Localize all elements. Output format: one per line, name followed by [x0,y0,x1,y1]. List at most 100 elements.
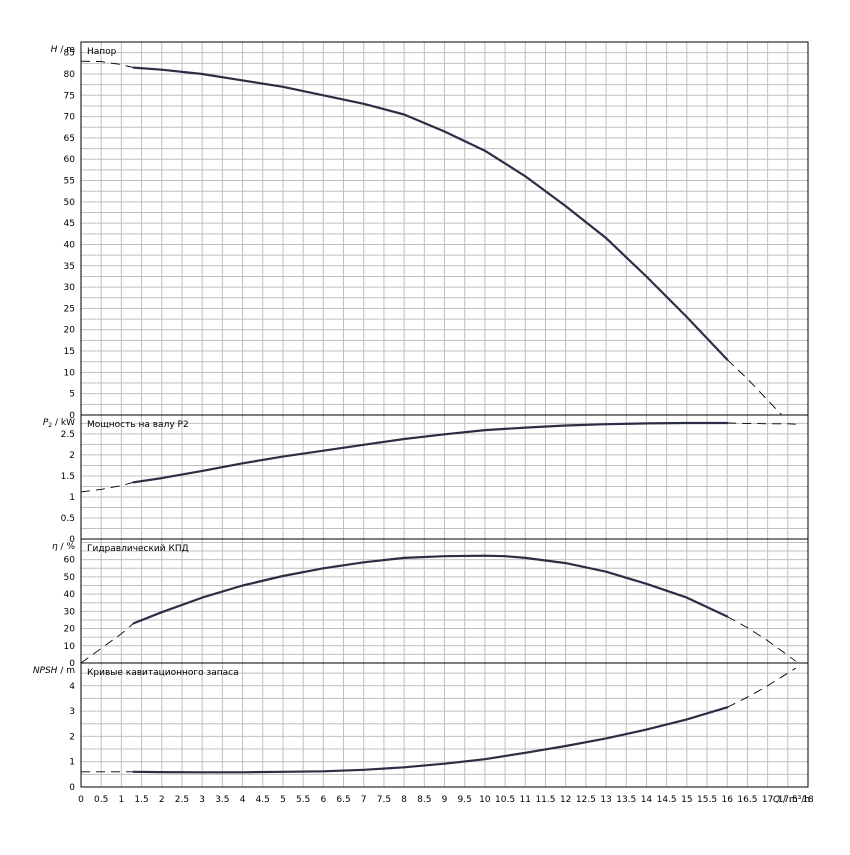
curve-extrapolated-1 [726,667,797,708]
x-tick-label: 3 [199,795,205,805]
x-tick-label: 8 [401,795,407,805]
y-axis-label: η / % [52,542,75,552]
y-axis-label: NPSH / m [33,666,75,676]
panel-title: Гидравлический КПД [87,544,189,554]
y-axis-unit: kW [61,418,75,428]
y-tick-label: 3 [69,707,75,717]
x-tick-label: 6 [320,795,326,805]
y-tick-label: 60 [64,155,76,165]
y-axis-subscript: 2 [48,422,52,429]
x-axis-sep: / [780,795,789,805]
y-tick-label: 50 [64,198,76,208]
x-tick-label: 11.5 [535,795,555,805]
x-tick-label: 15 [681,795,692,805]
y-tick-label: 10 [64,642,76,652]
curves [81,60,797,774]
x-tick-label: 16 [721,795,733,805]
x-tick-label: 0 [78,795,84,805]
y-tick-label: 2.5 [61,430,75,440]
y-tick-label: 80 [64,70,76,80]
x-tick-label: 4 [240,795,246,805]
y-tick-label: 2 [69,732,75,742]
y-axis-variable: H [51,45,58,55]
y-axis-sep: / [57,666,66,676]
curve-extrapolated-1 [726,359,783,415]
x-tick-label: 8.5 [417,795,431,805]
curve-operating-range [132,554,729,625]
x-tick-label: 0.5 [94,795,108,805]
y-tick-label: 35 [64,262,75,272]
x-tick-label: 7.5 [377,795,391,805]
x-tick-label: 10.5 [495,795,515,805]
x-tick-label: 2 [159,795,165,805]
x-tick-label: 3.5 [215,795,229,805]
x-axis-variable: Q [773,795,780,805]
y-axis-sep: / [58,542,67,552]
x-tick-label: 10 [479,795,491,805]
y-axis-variable: NPSH [33,666,58,676]
y-tick-label: 0 [69,535,75,545]
x-tick-label: 2.5 [175,795,189,805]
curve-extrapolated-0 [81,60,134,69]
x-tick-label: 7 [361,795,367,805]
y-tick-label: 0 [69,783,75,793]
grid-lines [81,42,808,787]
x-tick-label: 4.5 [256,795,270,805]
y-tick-label: 10 [64,368,76,378]
panel-frames [80,41,809,788]
curve-operating-range [132,706,729,774]
y-tick-label: 65 [64,134,75,144]
x-tick-label: 1.5 [134,795,148,805]
y-axis-sep: / [57,45,66,55]
y-tick-label: 75 [64,91,75,101]
curve-extrapolated-1 [727,422,796,425]
y-tick-label: 4 [69,682,75,692]
x-tick-label: 14 [641,795,653,805]
x-tick-label: 6.5 [336,795,350,805]
panel-frame [80,662,809,788]
y-axis-variable: P [43,418,49,428]
y-tick-label: 1.5 [61,472,75,482]
y-tick-label: 70 [64,113,76,123]
panel-3-curves [81,667,797,774]
x-tick-label: 13.5 [616,795,636,805]
y-tick-label: 20 [64,625,76,635]
panel-title: Напор [87,47,117,57]
curve-extrapolated-0 [81,623,134,663]
y-tick-label: 30 [64,283,76,293]
x-tick-label: 17.5 [778,795,798,805]
panel-2-curves [81,554,797,663]
x-tick-label: 9 [442,795,448,805]
x-tick-label: 11 [520,795,531,805]
y-tick-label: 45 [64,219,75,229]
y-axis-unit: m [66,45,75,55]
x-axis-label: Q / m³/h [773,795,810,805]
x-tick-label: 15.5 [697,795,717,805]
x-tick-label: 13 [600,795,611,805]
y-tick-label: 0.5 [61,514,75,524]
x-tick-label: 5 [280,795,286,805]
y-tick-label: 0 [69,411,75,421]
panel-0-curves [81,60,783,415]
y-axis-variable: η [52,542,58,552]
x-tick-label: 12 [560,795,571,805]
x-tick-label: 12.5 [576,795,596,805]
x-tick-label: 9.5 [458,795,472,805]
y-tick-label: 20 [64,326,76,336]
y-axis-sep: / [52,418,61,428]
y-axis-unit: m [66,666,75,676]
y-tick-label: 85 [64,49,75,59]
x-tick-label: 14.5 [657,795,677,805]
y-tick-label: 60 [64,556,76,566]
y-tick-label: 2 [69,451,75,461]
curve-extrapolated-0 [81,481,134,493]
y-tick-label: 1 [69,758,75,768]
curve-operating-range [132,421,729,484]
y-tick-label: 5 [69,390,75,400]
y-tick-label: 15 [64,347,75,357]
x-tick-label: 16.5 [737,795,757,805]
y-tick-label: 40 [64,240,76,250]
